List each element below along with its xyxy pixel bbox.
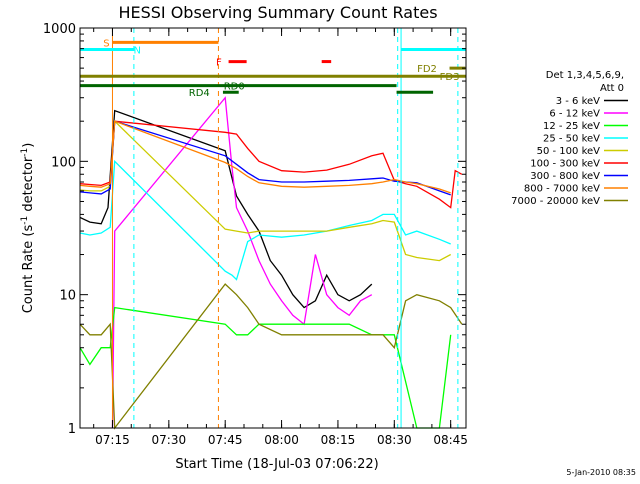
y-axis-label: Count Rate (s-1 detector-1): [20, 143, 36, 314]
axis-layer: 07:15 07:30 07:45 08:00 08:15 08:30 08:45 1 10 10…: [43, 22, 468, 447]
series-line-3-6-kev: [79, 109, 373, 309]
flag-label-f: F: [216, 58, 222, 69]
x-tick-label: 08:30: [377, 433, 412, 447]
y-axis-label-part3: ): [21, 143, 36, 148]
flag-label-rd0: RD0: [224, 82, 245, 93]
legend-label-800-7000-kev: 800 - 7000 keV: [524, 184, 600, 195]
legend-label-100-300-kev: 100 - 300 keV: [530, 159, 600, 170]
y-axis-label-group: Count Rate (s-1 detector-1): [20, 143, 36, 314]
legend-label-3-6-kev: 3 - 6 keV: [556, 96, 600, 107]
y-axis-label-part1: Count Rate (s: [21, 225, 36, 314]
x-tick-label: 08:45: [433, 433, 468, 447]
series-line-12-25-kev: [79, 306, 452, 429]
legend-header: Det 1,3,4,5,6,9,: [546, 70, 624, 81]
chart-title: HESSI Observing Summary Count Rates: [118, 3, 437, 22]
y-tick-label: 1: [68, 422, 76, 437]
series-line-7000-20000-kev: [79, 283, 463, 430]
flag-label-s: S: [103, 38, 109, 49]
y-tick-label: 1000: [43, 22, 76, 37]
series-line-800-7000-kev: [79, 120, 451, 194]
legend: Det 1,3,4,5,6,9, Att 03 - 6 keV 6 - 12 keV…: [511, 70, 628, 207]
x-tick-label: 07:30: [152, 433, 187, 447]
legend-label-300-800-kev: 300 - 800 keV: [530, 171, 600, 182]
series-line-25-50-kev: [79, 159, 451, 281]
flag-label-n: N: [134, 45, 141, 56]
x-tick-label: 07:45: [208, 433, 243, 447]
x-axis-label: Start Time (18-Jul-03 07:06:22): [175, 457, 378, 472]
flag-label-fd2: FD2: [417, 64, 437, 75]
legend-label-7000-20000-kev: 7000 - 20000 keV: [511, 196, 600, 207]
legend-label-6-12-kev: 6 - 12 keV: [549, 109, 600, 120]
flag-label-rd4: RD4: [189, 88, 210, 99]
y-tick-label: 10: [59, 289, 76, 304]
legend-label-50-100-kev: 50 - 100 keV: [537, 146, 601, 157]
x-tick-label: 08:15: [321, 433, 356, 447]
x-tick-label: 07:15: [95, 433, 130, 447]
vline-layer: [111, 28, 459, 428]
y-tick-label: 100: [51, 155, 76, 170]
series-line-6-12-kev: [111, 96, 373, 429]
x-tick-label: 08:00: [264, 433, 299, 447]
y-axis-label-part2: detector: [21, 156, 36, 216]
date-stamp: 5-Jan-2010 08:35: [566, 468, 636, 477]
y-axis-label-sup1: -1: [20, 216, 30, 225]
legend-label-25-50-kev: 25 - 50 keV: [543, 134, 600, 145]
flag-label-fd3: FD3: [440, 72, 460, 83]
plot-frame: [79, 27, 467, 429]
legend-label-12-25-kev: 12 - 25 keV: [543, 121, 600, 132]
legend-header: Att 0: [600, 83, 624, 94]
y-axis-label-sup2: -1: [20, 148, 30, 157]
